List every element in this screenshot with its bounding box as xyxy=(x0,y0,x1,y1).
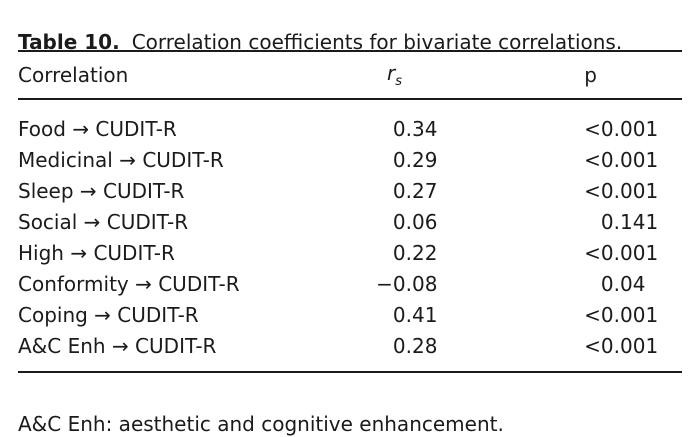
p-cell: <0.001 xyxy=(584,240,659,265)
rs-cell: 0.06 xyxy=(392,209,438,234)
table-caption-text: Correlation coefficients for bivariate c… xyxy=(131,30,623,54)
correlation-cell: Social → CUDIT-R xyxy=(18,209,189,234)
correlation-cell: Food → CUDIT-R xyxy=(18,116,177,141)
table-row: Sleep → CUDIT-R 0.27 <0.001 xyxy=(18,175,682,206)
rs-subscript: s xyxy=(395,74,402,89)
correlation-cell: A&C Enh → CUDIT-R xyxy=(18,333,217,358)
table-row: A&C Enh → CUDIT-R 0.28 <0.001 xyxy=(18,330,682,372)
rs-cell: 0.29 xyxy=(392,147,438,172)
table-container: Correlation rs p Food → CUDIT-R 0.34 <0.… xyxy=(18,50,682,373)
p-cell: <0.001 xyxy=(584,333,659,358)
p-cell: <0.001 xyxy=(584,116,659,141)
table-caption-number: Table 10. xyxy=(18,30,120,54)
rs-cell: 0.41 xyxy=(392,302,438,327)
p-cell: <0.001 xyxy=(584,302,659,327)
p-cell: 0.141 xyxy=(600,209,659,234)
correlation-cell: Sleep → CUDIT-R xyxy=(18,178,185,203)
p-cell: 0.04 xyxy=(600,271,646,296)
rs-cell: 0.22 xyxy=(392,240,438,265)
correlation-cell: High → CUDIT-R xyxy=(18,240,175,265)
rs-symbol: r xyxy=(386,61,396,85)
correlation-cell: Medicinal → CUDIT-R xyxy=(18,147,224,172)
p-cell: <0.001 xyxy=(584,178,659,203)
table-row: Conformity → CUDIT-R −0.08 0.04 xyxy=(18,268,682,299)
rs-cell: 0.27 xyxy=(392,178,438,203)
table-row: High → CUDIT-R 0.22 <0.001 xyxy=(18,237,682,268)
table-row: Food → CUDIT-R 0.34 <0.001 xyxy=(18,99,682,144)
table-row: Coping → CUDIT-R 0.41 <0.001 xyxy=(18,299,682,330)
rs-cell: 0.34 xyxy=(392,116,438,141)
column-header-p: p xyxy=(463,50,682,100)
rs-cell: −0.08 xyxy=(376,271,438,296)
rs-cell: 0.28 xyxy=(392,333,438,358)
table-row: Social → CUDIT-R 0.06 0.141 xyxy=(18,206,682,237)
table-caption: Table 10. Correlation coefficients for bi… xyxy=(18,29,622,55)
table-header-row: Correlation rs p xyxy=(18,50,682,100)
correlation-table: Correlation rs p Food → CUDIT-R 0.34 <0.… xyxy=(18,50,682,373)
table-body: Food → CUDIT-R 0.34 <0.001 Medicinal → C… xyxy=(18,99,682,372)
column-header-correlation: Correlation xyxy=(18,50,308,100)
correlation-cell: Conformity → CUDIT-R xyxy=(18,271,240,296)
p-cell: <0.001 xyxy=(584,147,659,172)
table-footnote: A&C Enh: aesthetic and cognitive enhance… xyxy=(18,412,504,436)
column-header-rs: rs xyxy=(308,50,463,100)
table-row: Medicinal → CUDIT-R 0.29 <0.001 xyxy=(18,144,682,175)
correlation-cell: Coping → CUDIT-R xyxy=(18,302,199,327)
